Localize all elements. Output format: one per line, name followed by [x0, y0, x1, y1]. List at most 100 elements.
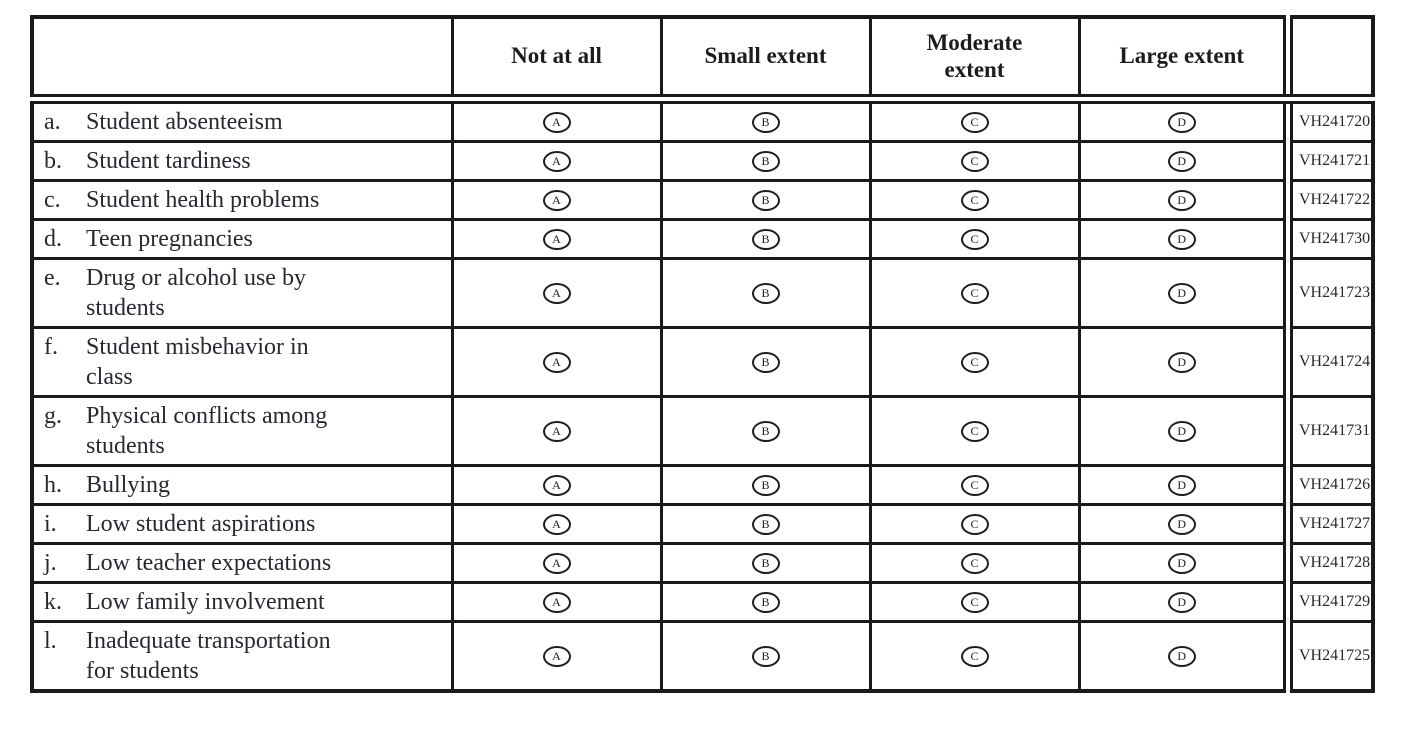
- item-cell: b. Student tardiness: [30, 140, 454, 182]
- option-bubble-c[interactable]: C: [960, 351, 989, 373]
- option-bubble-a[interactable]: A: [542, 189, 571, 211]
- option-cell-d: D: [1077, 179, 1290, 221]
- option-cell-d: D: [1077, 581, 1290, 623]
- option-bubble-c[interactable]: C: [960, 591, 989, 613]
- option-bubble-b[interactable]: B: [751, 282, 780, 304]
- option-bubble-d[interactable]: D: [1167, 645, 1196, 667]
- item-cell-layout: h. Bullying: [44, 470, 443, 500]
- option-bubble-c[interactable]: C: [960, 474, 989, 496]
- option-bubble-c[interactable]: C: [960, 513, 989, 535]
- option-bubble-c[interactable]: C: [960, 552, 989, 574]
- option-bubble-d[interactable]: D: [1167, 474, 1196, 496]
- item-cell: d. Teen pregnancies: [30, 218, 454, 260]
- option-bubble-a[interactable]: A: [542, 513, 571, 535]
- option-bubble-b[interactable]: B: [751, 552, 780, 574]
- option-bubble-d[interactable]: D: [1167, 552, 1196, 574]
- option-bubble-d[interactable]: D: [1167, 282, 1196, 304]
- option-bubble-b[interactable]: B: [751, 189, 780, 211]
- item-cell: f. Student misbehavior in class: [30, 326, 454, 398]
- table-body: a. Student absenteeism A B C D VH241720 b. Stude…: [30, 97, 1375, 693]
- option-bubble-b[interactable]: B: [751, 474, 780, 496]
- option-cell-a: A: [450, 395, 663, 467]
- option-bubble-a[interactable]: A: [542, 150, 571, 172]
- option-bubble-c[interactable]: C: [960, 111, 989, 133]
- item-cell-layout: k. Low family involvement: [44, 587, 443, 617]
- option-cell-a: A: [450, 257, 663, 329]
- item-cell-layout: g. Physical conflicts among students: [44, 401, 443, 461]
- option-bubble-a[interactable]: A: [542, 552, 571, 574]
- option-bubble-b[interactable]: B: [751, 513, 780, 535]
- option-bubble-d[interactable]: D: [1167, 591, 1196, 613]
- item-code: VH241730: [1283, 218, 1375, 260]
- item-code: VH241724: [1283, 326, 1375, 398]
- option-bubble-b[interactable]: B: [751, 111, 780, 133]
- option-cell-d: D: [1077, 620, 1290, 693]
- table-row: a. Student absenteeism A B C D VH241720: [30, 97, 1375, 143]
- header-moderate-extent: Moderate extent: [868, 15, 1081, 104]
- option-cell-b: B: [659, 395, 872, 467]
- option-bubble-a[interactable]: A: [542, 645, 571, 667]
- option-bubble-c[interactable]: C: [960, 150, 989, 172]
- table-row: k. Low family involvement A B C D VH241729: [30, 581, 1375, 623]
- option-bubble-b[interactable]: B: [751, 591, 780, 613]
- option-bubble-b[interactable]: B: [751, 420, 780, 442]
- option-bubble-b[interactable]: B: [751, 351, 780, 373]
- option-bubble-c[interactable]: C: [960, 420, 989, 442]
- option-cell-b: B: [659, 542, 872, 584]
- item-code: VH241729: [1283, 581, 1375, 623]
- option-bubble-b[interactable]: B: [751, 228, 780, 250]
- item-code: VH241727: [1283, 503, 1375, 545]
- table-row: h. Bullying A B C D VH241726: [30, 464, 1375, 506]
- option-bubble-a[interactable]: A: [542, 591, 571, 613]
- option-bubble-d[interactable]: D: [1167, 228, 1196, 250]
- option-cell-c: C: [868, 140, 1081, 182]
- option-cell-b: B: [659, 503, 872, 545]
- option-bubble-c[interactable]: C: [960, 645, 989, 667]
- header-small-extent-label: Small extent: [704, 43, 827, 69]
- option-cell-d: D: [1077, 395, 1290, 467]
- header-not-at-all-label: Not at all: [511, 43, 602, 69]
- option-bubble-a[interactable]: A: [542, 228, 571, 250]
- option-bubble-c[interactable]: C: [960, 189, 989, 211]
- table-row: c. Student health problems A B C D VH241722: [30, 179, 1375, 221]
- option-cell-b: B: [659, 179, 872, 221]
- option-bubble-a[interactable]: A: [542, 420, 571, 442]
- option-bubble-d[interactable]: D: [1167, 420, 1196, 442]
- option-bubble-a[interactable]: A: [542, 474, 571, 496]
- option-cell-d: D: [1077, 464, 1290, 506]
- item-text: Student tardiness: [86, 148, 251, 174]
- item-text: Student misbehavior in class: [86, 334, 309, 390]
- option-bubble-b[interactable]: B: [751, 645, 780, 667]
- item-code: VH241722: [1283, 179, 1375, 221]
- item-letter: e.: [44, 265, 61, 291]
- option-cell-b: B: [659, 464, 872, 506]
- item-cell-layout: i. Low student aspirations: [44, 509, 443, 539]
- option-bubble-d[interactable]: D: [1167, 351, 1196, 373]
- item-text: Low family involvement: [86, 589, 325, 615]
- option-bubble-d[interactable]: D: [1167, 189, 1196, 211]
- option-cell-c: C: [868, 257, 1081, 329]
- option-bubble-c[interactable]: C: [960, 282, 989, 304]
- option-bubble-d[interactable]: D: [1167, 150, 1196, 172]
- option-cell-c: C: [868, 620, 1081, 693]
- option-cell-a: A: [450, 179, 663, 221]
- header-item-blank: [30, 15, 454, 104]
- option-cell-b: B: [659, 97, 872, 143]
- option-cell-b: B: [659, 257, 872, 329]
- option-cell-b: B: [659, 620, 872, 693]
- option-bubble-d[interactable]: D: [1167, 111, 1196, 133]
- option-bubble-c[interactable]: C: [960, 228, 989, 250]
- option-cell-b: B: [659, 581, 872, 623]
- option-cell-d: D: [1077, 257, 1290, 329]
- option-bubble-a[interactable]: A: [542, 111, 571, 133]
- option-bubble-a[interactable]: A: [542, 282, 571, 304]
- option-bubble-b[interactable]: B: [751, 150, 780, 172]
- option-cell-a: A: [450, 218, 663, 260]
- option-cell-c: C: [868, 464, 1081, 506]
- option-bubble-d[interactable]: D: [1167, 513, 1196, 535]
- option-cell-a: A: [450, 464, 663, 506]
- option-bubble-a[interactable]: A: [542, 351, 571, 373]
- item-letter: a.: [44, 109, 61, 135]
- item-cell: a. Student absenteeism: [30, 97, 454, 143]
- option-cell-d: D: [1077, 218, 1290, 260]
